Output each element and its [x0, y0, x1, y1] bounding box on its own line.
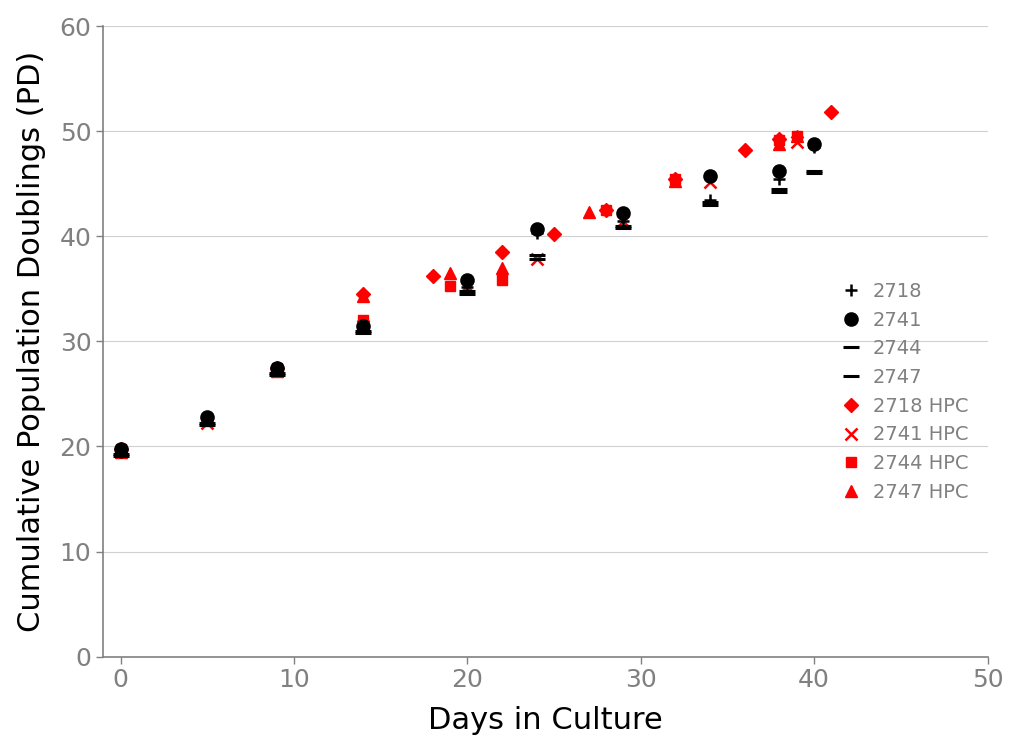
Legend: 2718, 2741, 2744, 2747, 2718 HPC, 2741 HPC, 2744 HPC, 2747 HPC: 2718, 2741, 2744, 2747, 2718 HPC, 2741 H…	[829, 272, 977, 511]
X-axis label: Days in Culture: Days in Culture	[428, 706, 662, 735]
Y-axis label: Cumulative Population Doublings (PD): Cumulative Population Doublings (PD)	[16, 51, 46, 632]
